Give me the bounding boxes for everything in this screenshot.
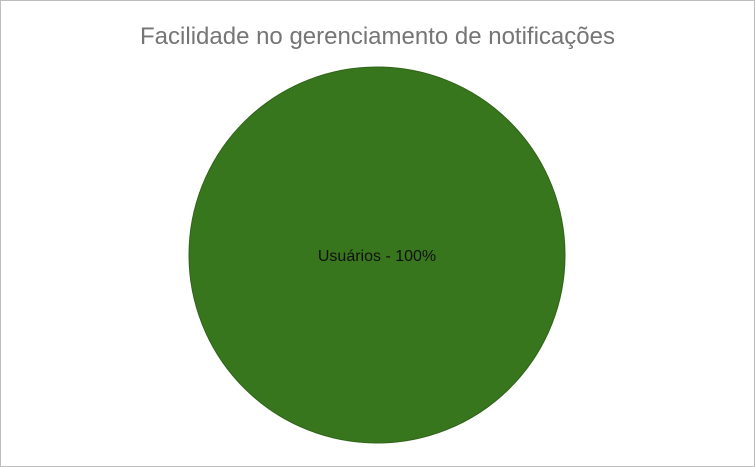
slice-label-0: Usuários - 100%	[318, 248, 436, 265]
chart-title: Facilidade no gerenciamento de notificaç…	[140, 23, 615, 50]
pie-slice-0	[188, 66, 566, 444]
